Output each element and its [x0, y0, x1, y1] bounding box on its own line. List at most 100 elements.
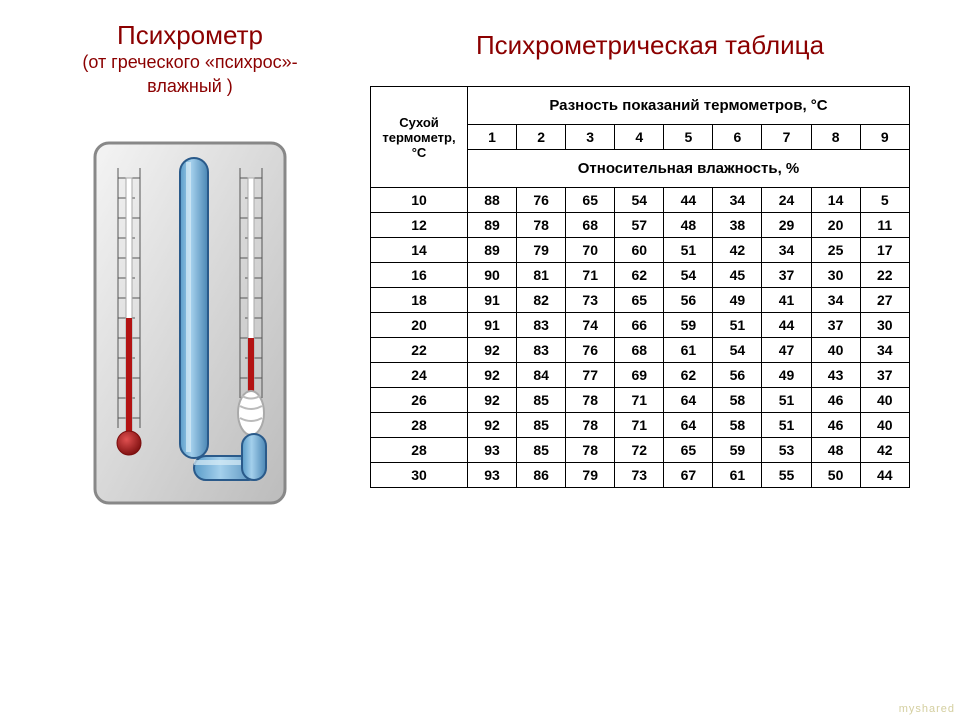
- humidity-cell: 47: [762, 338, 811, 363]
- humidity-cell: 85: [517, 388, 566, 413]
- humidity-cell: 57: [615, 213, 664, 238]
- table-row: 18918273655649413427: [371, 288, 910, 313]
- humidity-cell: 53: [762, 438, 811, 463]
- humidity-cell: 40: [860, 388, 909, 413]
- humidity-cell: 92: [468, 363, 517, 388]
- humidity-cell: 44: [860, 463, 909, 488]
- humidity-cell: 81: [517, 263, 566, 288]
- humidity-cell: 72: [615, 438, 664, 463]
- humidity-cell: 51: [664, 238, 713, 263]
- humidity-cell: 85: [517, 413, 566, 438]
- humidity-cell: 54: [615, 188, 664, 213]
- humidity-cell: 54: [664, 263, 713, 288]
- psychrometer-image: [90, 138, 290, 508]
- humidity-cell: 76: [566, 338, 615, 363]
- humidity-cell: 30: [860, 313, 909, 338]
- humidity-cell: 82: [517, 288, 566, 313]
- humidity-cell: 65: [566, 188, 615, 213]
- humidity-cell: 51: [762, 413, 811, 438]
- diff-col-header: 3: [566, 125, 615, 150]
- humidity-cell: 68: [566, 213, 615, 238]
- humidity-cell: 37: [811, 313, 860, 338]
- humidity-cell: 49: [762, 363, 811, 388]
- humidity-cell: 90: [468, 263, 517, 288]
- table-row: 28938578726559534842: [371, 438, 910, 463]
- psychrometer-subtitle-2: влажный ): [30, 75, 350, 98]
- humidity-cell: 24: [762, 188, 811, 213]
- humidity-cell: 69: [615, 363, 664, 388]
- psychrometer-title: Психрометр: [30, 20, 350, 51]
- humidity-header: Относительная влажность, %: [468, 150, 910, 188]
- humidity-cell: 64: [664, 413, 713, 438]
- diff-col-header: 5: [664, 125, 713, 150]
- humidity-cell: 50: [811, 463, 860, 488]
- diff-col-header: 7: [762, 125, 811, 150]
- humidity-cell: 59: [664, 313, 713, 338]
- humidity-cell: 56: [664, 288, 713, 313]
- psychrometer-subtitle-1: (от греческого «психрос»-: [30, 51, 350, 74]
- humidity-cell: 71: [615, 388, 664, 413]
- humidity-cell: 46: [811, 413, 860, 438]
- humidity-cell: 11: [860, 213, 909, 238]
- diff-col-header: 1: [468, 125, 517, 150]
- humidity-cell: 30: [811, 263, 860, 288]
- humidity-cell: 88: [468, 188, 517, 213]
- right-column: Психрометрическая таблица Сухой термомет…: [370, 30, 930, 488]
- humidity-cell: 70: [566, 238, 615, 263]
- humidity-cell: 41: [762, 288, 811, 313]
- humidity-cell: 45: [713, 263, 762, 288]
- humidity-cell: 71: [615, 413, 664, 438]
- humidity-cell: 34: [762, 238, 811, 263]
- table-row: 26928578716458514640: [371, 388, 910, 413]
- humidity-cell: 86: [517, 463, 566, 488]
- dry-temp-cell: 24: [371, 363, 468, 388]
- humidity-cell: 37: [762, 263, 811, 288]
- humidity-cell: 17: [860, 238, 909, 263]
- humidity-cell: 67: [664, 463, 713, 488]
- table-row: 1088766554443424145: [371, 188, 910, 213]
- diff-header: Разность показаний термометров, °С: [468, 87, 910, 125]
- humidity-cell: 65: [615, 288, 664, 313]
- humidity-cell: 34: [713, 188, 762, 213]
- humidity-cell: 89: [468, 213, 517, 238]
- humidity-cell: 93: [468, 438, 517, 463]
- table-row: 12897868574838292011: [371, 213, 910, 238]
- dry-temp-cell: 18: [371, 288, 468, 313]
- dry-temp-cell: 10: [371, 188, 468, 213]
- humidity-cell: 92: [468, 413, 517, 438]
- table-row: 28928578716458514640: [371, 413, 910, 438]
- diff-col-header: 2: [517, 125, 566, 150]
- humidity-cell: 73: [615, 463, 664, 488]
- humidity-cell: 27: [860, 288, 909, 313]
- humidity-cell: 29: [762, 213, 811, 238]
- humidity-cell: 49: [713, 288, 762, 313]
- humidity-cell: 20: [811, 213, 860, 238]
- diff-col-header: 4: [615, 125, 664, 150]
- humidity-cell: 79: [566, 463, 615, 488]
- humidity-cell: 14: [811, 188, 860, 213]
- humidity-cell: 48: [664, 213, 713, 238]
- dry-temp-cell: 22: [371, 338, 468, 363]
- humidity-cell: 44: [762, 313, 811, 338]
- humidity-cell: 83: [517, 313, 566, 338]
- humidity-cell: 55: [762, 463, 811, 488]
- humidity-cell: 83: [517, 338, 566, 363]
- humidity-cell: 60: [615, 238, 664, 263]
- humidity-cell: 77: [566, 363, 615, 388]
- dry-temp-cell: 14: [371, 238, 468, 263]
- humidity-cell: 92: [468, 388, 517, 413]
- humidity-cell: 85: [517, 438, 566, 463]
- humidity-cell: 54: [713, 338, 762, 363]
- humidity-cell: 58: [713, 413, 762, 438]
- table-title: Психрометрическая таблица: [370, 30, 930, 61]
- humidity-cell: 78: [517, 213, 566, 238]
- humidity-cell: 22: [860, 263, 909, 288]
- humidity-cell: 89: [468, 238, 517, 263]
- table-row: 22928376686154474034: [371, 338, 910, 363]
- humidity-cell: 51: [762, 388, 811, 413]
- humidity-cell: 58: [713, 388, 762, 413]
- humidity-cell: 46: [811, 388, 860, 413]
- dry-temp-cell: 28: [371, 413, 468, 438]
- psychrometric-table: Сухой термометр, °С Разность показаний т…: [370, 86, 910, 488]
- humidity-cell: 78: [566, 413, 615, 438]
